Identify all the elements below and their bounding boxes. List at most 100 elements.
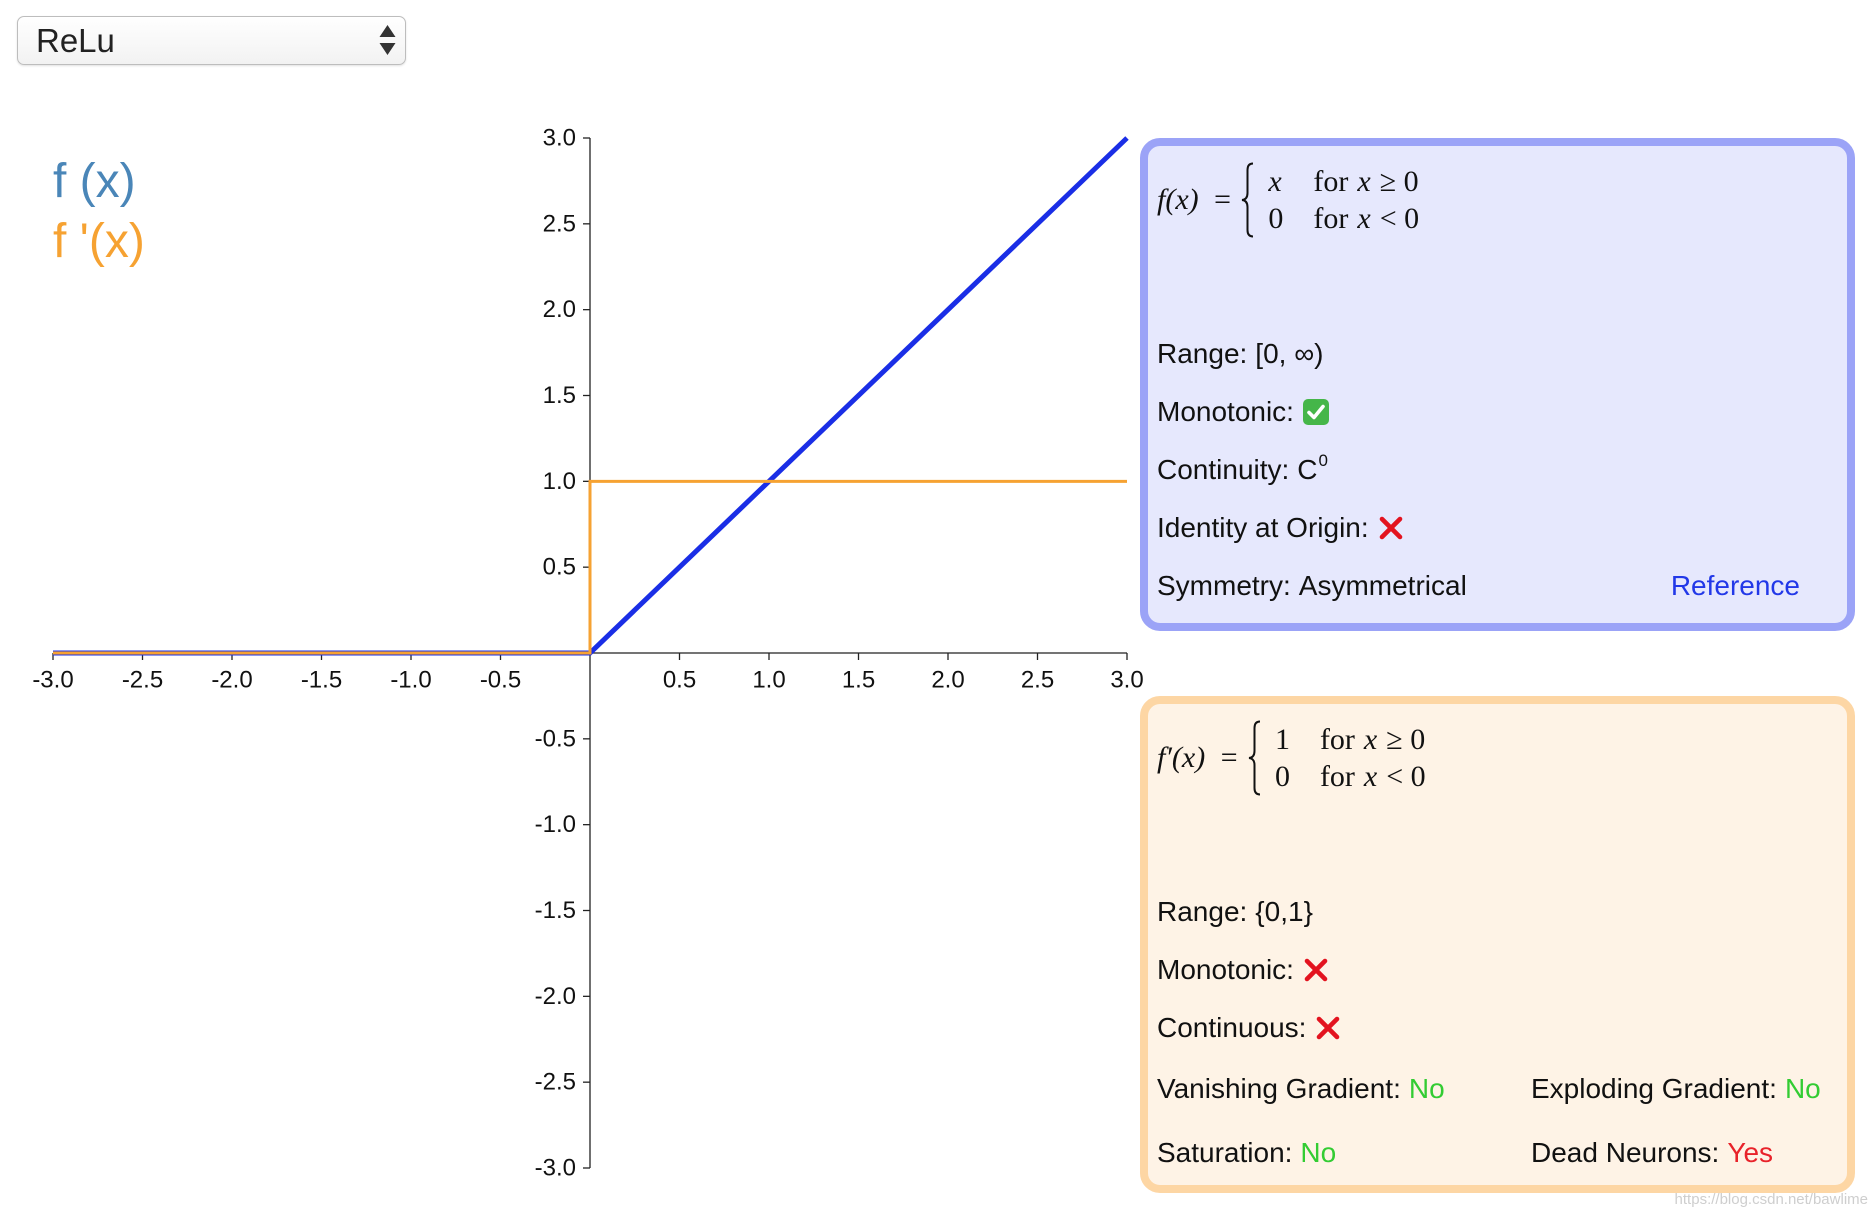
- symmetry-label: Symmetry:: [1157, 570, 1291, 601]
- legend-item-derivative: f '(x): [53, 215, 145, 268]
- activation-function-select[interactable]: ReLu: [17, 16, 406, 65]
- cross-icon-svg: [1317, 1016, 1340, 1040]
- x-tick-label: -2.0: [211, 667, 252, 694]
- y-tick-label: -3.0: [535, 1155, 576, 1182]
- vanishing-gradient-cell: Vanishing Gradient: No: [1157, 1057, 1531, 1121]
- x-tick-label: -3.0: [32, 667, 73, 694]
- gradient-properties-grid: Vanishing Gradient: No Exploding Gradien…: [1157, 1057, 1838, 1185]
- saturation-value: No: [1300, 1137, 1337, 1168]
- y-tick-label: 3.0: [543, 125, 576, 152]
- range-value: [0, ∞): [1255, 338, 1324, 369]
- condition-relation: < 0: [1379, 202, 1420, 235]
- condition-relation: ≥ 0: [1379, 165, 1419, 198]
- y-tick-label: -1.0: [535, 811, 576, 838]
- formula-lhs: f(x) =: [1157, 183, 1233, 216]
- monotonic-row: Monotonic:: [1157, 941, 1838, 999]
- vanishing-gradient-value: No: [1408, 1073, 1445, 1104]
- condition-variable: x: [1357, 202, 1371, 235]
- range-value: {0,1}: [1255, 896, 1313, 927]
- identity-at-origin-label: Identity at Origin:: [1157, 512, 1369, 543]
- cross-icon: [1314, 1014, 1342, 1042]
- continuity-row: Continuity: C0: [1157, 441, 1838, 499]
- saturation-label: Saturation:: [1157, 1137, 1293, 1168]
- check-icon: [1302, 398, 1330, 426]
- condition-relation: < 0: [1386, 760, 1426, 793]
- formula-cases: 1 for x ≥ 0 0 for x < 0: [1275, 721, 1426, 795]
- brace-path: [1242, 162, 1254, 238]
- monotonic-row: Monotonic:: [1157, 383, 1838, 441]
- up-down-arrows-svg: [379, 25, 396, 55]
- monotonic-label: Monotonic:: [1157, 954, 1294, 985]
- condition-variable: x: [1363, 723, 1378, 756]
- left-brace-icon: [1240, 162, 1256, 238]
- continuity-class: C: [1297, 454, 1318, 485]
- x-tick-label: 0.5: [663, 667, 696, 694]
- range-row: Range: {0,1}: [1157, 883, 1838, 941]
- y-tick-label: 2.5: [543, 210, 576, 237]
- condition-word: for: [1313, 202, 1349, 235]
- check-icon-box: [1302, 399, 1329, 425]
- y-tick-label: 1.5: [543, 382, 576, 409]
- continuity-label: Continuity:: [1157, 454, 1290, 485]
- y-tick-label: 1.0: [543, 468, 576, 495]
- exploding-gradient-cell: Exploding Gradient: No: [1531, 1057, 1838, 1121]
- brace-svg: [1248, 720, 1261, 796]
- x-tick-label: 3.0: [1110, 667, 1143, 694]
- derivative-line: [53, 479, 1127, 655]
- y-tick-label: 0.5: [543, 554, 576, 581]
- x-tick-label: -2.5: [122, 667, 163, 694]
- up-down-arrows-icon: [379, 24, 396, 56]
- symmetry-row: Symmetry: Asymmetrical Reference: [1157, 557, 1838, 615]
- condition-word: for: [1319, 760, 1355, 793]
- y-tick-label: -0.5: [535, 725, 576, 752]
- cross-icon-svg: [1304, 958, 1328, 982]
- continuous-label: Continuous:: [1157, 1012, 1307, 1043]
- function-formula: f(x) = x for x ≥ 0 0 for x < 0: [1157, 162, 1419, 238]
- check-icon-svg: [1302, 399, 1329, 425]
- condition-word: for: [1319, 723, 1355, 756]
- case-value: 1: [1274, 723, 1290, 756]
- x-tick-label: 1.0: [752, 667, 785, 694]
- continuous-row: Continuous:: [1157, 999, 1838, 1057]
- formula-cases: x for x ≥ 0 0 for x < 0: [1268, 163, 1419, 237]
- condition-variable: x: [1357, 165, 1371, 198]
- function-info-panel: f(x) = x for x ≥ 0 0 for x < 0 Range: [0, ∞)…: [1140, 138, 1855, 631]
- x-tick-label: 2.0: [931, 667, 964, 694]
- vanishing-gradient-label: Vanishing Gradient:: [1157, 1073, 1401, 1104]
- dead-neurons-cell: Dead Neurons: Yes: [1531, 1121, 1838, 1185]
- cross-icon-mark: [1379, 516, 1402, 540]
- x-tick-label: 1.5: [842, 667, 875, 694]
- brace-svg: [1242, 162, 1254, 238]
- y-tick-label: -2.5: [535, 1069, 576, 1096]
- check-icon-mark: [1307, 404, 1325, 420]
- monotonic-label: Monotonic:: [1157, 396, 1294, 427]
- symmetry-value: Asymmetrical: [1298, 570, 1467, 601]
- case-condition: for x < 0: [1320, 758, 1426, 795]
- cross-icon: [1377, 514, 1405, 542]
- derivative-formula: f′(x) = 1 for x ≥ 0 0 for x < 0: [1157, 720, 1426, 796]
- case-value: 0: [1274, 760, 1290, 793]
- up-arrow-icon: [379, 25, 396, 37]
- watermark: https://blog.csdn.net/bawlime: [1674, 1191, 1868, 1208]
- condition-variable: x: [1363, 760, 1378, 793]
- down-arrow-icon: [379, 43, 396, 55]
- case-condition: for x < 0: [1313, 200, 1419, 237]
- cross-icon-mark: [1317, 1016, 1340, 1040]
- cross-icon-svg: [1379, 516, 1402, 540]
- reference-link[interactable]: Reference: [1670, 570, 1800, 601]
- identity-at-origin-row: Identity at Origin:: [1157, 499, 1838, 557]
- condition-word: for: [1313, 165, 1349, 198]
- x-tick-label: -1.5: [301, 667, 342, 694]
- y-tick-label: -1.5: [535, 897, 576, 924]
- chart-legend: f (x) f '(x): [53, 152, 145, 272]
- case-condition: for x ≥ 0: [1320, 721, 1426, 758]
- continuity-superscript: 0: [1318, 451, 1328, 470]
- select-value: ReLu: [36, 22, 115, 59]
- dead-neurons-label: Dead Neurons:: [1531, 1137, 1720, 1168]
- left-brace-icon: [1247, 720, 1263, 796]
- cross-icon: [1302, 956, 1330, 984]
- range-label: Range:: [1157, 338, 1248, 369]
- exploding-gradient-value: No: [1784, 1073, 1821, 1104]
- derivative-info-panel: f′(x) = 1 for x ≥ 0 0 for x < 0 Range: {0,1}…: [1140, 696, 1855, 1193]
